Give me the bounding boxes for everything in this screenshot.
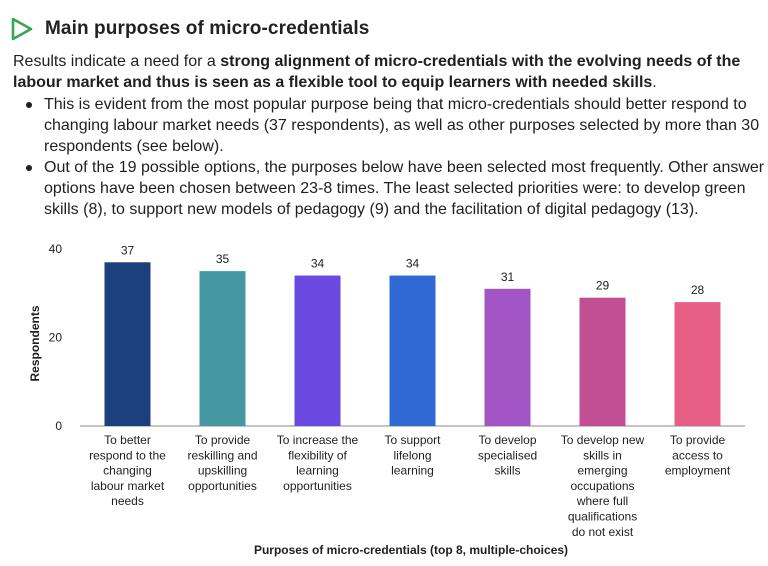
category-label: To develop new skills in emerging occupatio…: [561, 433, 645, 539]
bars: 37 35 34 34 31 29 28: [104, 243, 721, 426]
category-label-line: employment: [665, 464, 731, 478]
category-label-line: do not exist: [572, 525, 634, 539]
category-label-line: respond to the: [89, 448, 166, 462]
y-axis: 0 20 40: [49, 242, 63, 433]
bar: [674, 302, 721, 426]
category-label-line: To develop: [478, 433, 536, 447]
play-triangle-icon: [11, 17, 33, 41]
bar-value-label: 34: [406, 257, 420, 271]
category-label-line: To support: [384, 433, 441, 447]
category-label-line: To better: [104, 433, 151, 447]
bar-value-label: 37: [121, 243, 135, 257]
category-label: To provide access to employment: [665, 433, 731, 478]
category-label-line: flexibility of: [288, 448, 347, 462]
category-label-line: upskilling: [198, 464, 247, 478]
findings-list: This is evident from the most popular pu…: [13, 94, 765, 220]
category-label: To develop specialised skills: [478, 433, 537, 478]
bar: [389, 275, 436, 426]
category-label-line: To provide: [195, 433, 251, 447]
bar: [484, 288, 531, 426]
bar-value-label: 34: [311, 257, 325, 271]
category-label-line: To increase the: [277, 433, 359, 447]
category-label-line: skills: [495, 464, 521, 478]
category-label-line: reskilling and: [187, 448, 257, 462]
y-tick-label: 0: [55, 419, 62, 433]
x-axis-title: Purposes of micro-credentials (top 8, mu…: [254, 543, 568, 557]
finding-item: This is evident from the most popular pu…: [13, 94, 765, 157]
category-label: To increase the flexibility of learning opp…: [277, 433, 359, 493]
category-label-line: skills in: [583, 448, 622, 462]
category-label-line: specialised: [478, 448, 537, 462]
category-labels: To better respond to the changing labour ma…: [89, 433, 731, 539]
category-label-line: To develop new: [561, 433, 645, 447]
section-header: Main purposes of micro-credentials: [10, 16, 369, 42]
bar-value-label: 31: [501, 270, 515, 284]
bar: [294, 275, 341, 426]
finding-item: Out of the 19 possible options, the purp…: [13, 157, 765, 220]
category-label-line: where full: [576, 494, 628, 508]
category-label-line: opportunities: [188, 479, 257, 493]
y-tick-label: 40: [49, 242, 63, 256]
category-label-line: lifelong: [393, 448, 431, 462]
category-label-line: changing: [103, 464, 152, 478]
intro-paragraph: Results indicate a need for a strong ali…: [13, 51, 765, 93]
y-axis-title: Respondents: [28, 305, 42, 381]
bar-value-label: 35: [216, 252, 230, 266]
category-label: To support lifelong learning: [384, 433, 441, 478]
bar-value-label: 28: [691, 283, 705, 297]
category-label-line: opportunities: [283, 479, 352, 493]
category-label-line: occupations: [570, 479, 634, 493]
category-label-line: learning: [296, 464, 339, 478]
intro-suffix: .: [652, 74, 657, 91]
category-label-line: labour market: [91, 479, 165, 493]
intro-emphasis: strong alignment of micro-credentials wi…: [13, 53, 741, 91]
bar-chart: 0 20 40 37 35 34 34 31 29 28 To better respond to…: [28, 242, 745, 557]
category-label-line: learning: [391, 464, 434, 478]
category-label-line: needs: [111, 494, 144, 508]
category-label-line: qualifications: [568, 510, 637, 524]
category-label: To better respond to the changing labour ma…: [89, 433, 166, 508]
bar: [199, 271, 246, 426]
category-label-line: access to: [672, 448, 723, 462]
category-label-line: emerging: [577, 464, 627, 478]
bar: [104, 262, 151, 426]
category-label-line: To provide: [670, 433, 726, 447]
intro-prefix: Results indicate a need for a: [13, 53, 221, 70]
category-label: To provide reskilling and upskilling opport…: [187, 433, 257, 493]
y-tick-label: 20: [49, 331, 63, 345]
bar: [579, 297, 626, 426]
bar-value-label: 29: [596, 279, 610, 293]
page-title: Main purposes of micro-credentials: [45, 18, 370, 39]
